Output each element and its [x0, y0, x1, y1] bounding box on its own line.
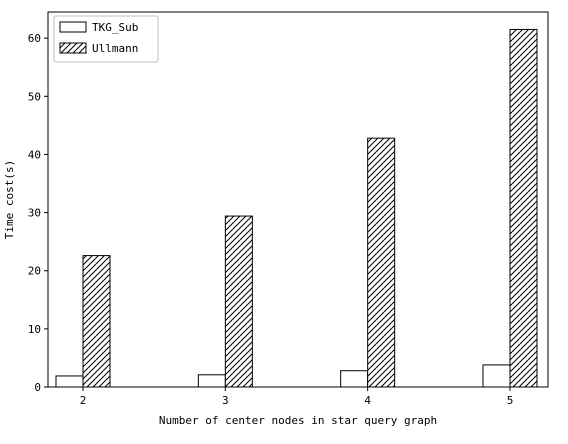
y-tick-label: 10	[28, 323, 41, 336]
x-tick-label: 5	[507, 394, 514, 407]
y-tick-label: 60	[28, 32, 41, 45]
legend: TKG_Sub Ullmann	[53, 15, 159, 63]
bar-tkg-sub-2	[55, 375, 84, 388]
bars-group	[55, 28, 538, 388]
y-tick-label: 20	[28, 265, 41, 278]
bar-ullmann-3	[224, 215, 253, 388]
legend-swatch-ullmann	[59, 42, 87, 54]
y-tick-label: 30	[28, 207, 41, 220]
x-tick-label: 3	[222, 394, 229, 407]
x-axis-label: Number of center nodes in star query gra…	[159, 414, 437, 427]
x-tick-label: 4	[364, 394, 371, 407]
plot-frame	[47, 11, 549, 388]
y-axis-label: Time cost(s)	[3, 160, 16, 239]
legend-label-tkg-sub: TKG_Sub	[92, 21, 138, 34]
x-axis: 2 3 4 5	[80, 387, 514, 407]
bar-tkg-sub-3	[197, 374, 226, 388]
bar-tkg-sub-4	[340, 370, 369, 388]
x-tick-label: 2	[80, 394, 87, 407]
legend-label-ullmann: Ullmann	[92, 42, 138, 55]
y-tick-label: 0	[34, 381, 41, 394]
legend-swatch-tkg-sub	[59, 21, 87, 33]
bar-ullmann-4	[367, 137, 396, 388]
y-tick-label: 50	[28, 90, 41, 103]
bar-ullmann-5	[509, 28, 538, 388]
y-tick-label: 40	[28, 148, 41, 161]
bar-tkg-sub-5	[482, 364, 511, 388]
y-axis: 0 10 20 30 40 50 60	[28, 32, 48, 394]
bar-ullmann-2	[82, 255, 111, 388]
